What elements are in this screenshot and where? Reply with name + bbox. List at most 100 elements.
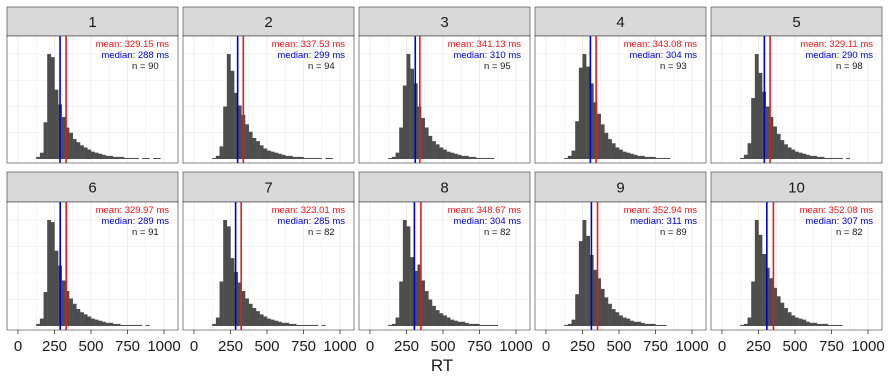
histogram-bar — [424, 291, 429, 326]
histogram-bar — [648, 156, 653, 159]
facet-strip — [358, 6, 531, 37]
panel-border — [182, 35, 355, 164]
x-tick-label: 750 — [819, 338, 844, 355]
panel-border — [710, 35, 883, 164]
x-tick-label: 250 — [218, 338, 243, 355]
histogram-bar — [633, 321, 638, 326]
histogram-bar — [619, 149, 623, 159]
plot-background — [359, 36, 530, 163]
median-annotation: median: 290 ms — [805, 50, 873, 61]
histogram-bar — [61, 280, 66, 326]
x-axis: 0 250 500 750 1000 — [366, 330, 533, 355]
histogram-bar — [443, 149, 447, 159]
histogram-bar — [564, 324, 569, 326]
histogram-bar — [483, 157, 487, 159]
histogram-bar — [773, 126, 777, 159]
histogram-bar — [662, 324, 667, 326]
histogram-bar — [578, 241, 583, 326]
histogram-bar — [83, 314, 88, 326]
facet-strip — [6, 6, 179, 37]
histogram-bar — [399, 281, 404, 326]
histogram-bar — [248, 131, 253, 159]
x-tick-label: 250 — [746, 338, 771, 355]
histogram-bar — [758, 234, 763, 326]
gridlines — [183, 202, 354, 330]
histogram-bar — [72, 303, 77, 326]
n-annotation: n = 93 — [660, 61, 687, 72]
histogram-bar — [274, 320, 279, 326]
histogram-bar — [91, 318, 95, 326]
facet-strip — [182, 6, 355, 37]
histogram-bar — [831, 324, 836, 326]
histogram-bar — [87, 149, 92, 159]
histogram-bar — [597, 278, 601, 326]
histogram-bar — [816, 156, 821, 159]
histogram-bar — [120, 156, 125, 159]
n-annotation: n = 82 — [836, 227, 863, 238]
histogram-bar — [329, 157, 333, 159]
x-tick-label: 1000 — [323, 338, 356, 355]
histogram-bar — [831, 157, 836, 159]
histogram-bar — [215, 155, 220, 159]
histogram-bar — [241, 291, 246, 326]
histogram-bar — [212, 157, 217, 159]
histogram-bar — [50, 222, 55, 326]
x-tick-label: 500 — [782, 338, 807, 355]
histogram-bar — [600, 288, 605, 326]
histogram-bar — [219, 281, 224, 326]
mean-annotation: mean: 343.08 ms — [624, 39, 698, 50]
histogram-bar — [740, 157, 745, 159]
histogram-bar — [395, 317, 400, 326]
histogram-bar — [410, 257, 414, 326]
median-annotation: median: 310 ms — [453, 50, 521, 61]
histogram-bar — [611, 309, 616, 326]
histogram-bar — [659, 324, 663, 326]
histogram-bar — [91, 151, 95, 159]
histogram-bars — [388, 220, 498, 326]
histogram-bar — [153, 157, 157, 159]
histogram-bar — [648, 323, 653, 326]
panel-border — [534, 35, 707, 164]
facet-strip-label: 6 — [88, 180, 96, 197]
histogram-bar — [802, 319, 807, 326]
histogram-bar — [142, 157, 146, 159]
panel-border — [182, 201, 355, 331]
histogram-bar — [234, 92, 238, 159]
histogram-bar — [47, 54, 52, 159]
histogram-bar — [751, 281, 756, 326]
histogram-bar — [446, 151, 451, 159]
histogram-bar — [494, 324, 498, 326]
histogram-bar — [226, 226, 231, 326]
gridlines — [535, 202, 706, 330]
plot-background — [183, 36, 354, 163]
histogram-bar — [435, 310, 440, 326]
histogram-bar — [47, 220, 52, 326]
histogram-bar — [655, 324, 660, 326]
histogram-bar — [769, 117, 774, 159]
histogram-bar — [237, 282, 242, 326]
histogram-bar — [256, 311, 260, 326]
histogram-bar — [622, 151, 627, 159]
x-tick-label: 500 — [78, 338, 103, 355]
n-annotation: n = 91 — [132, 227, 159, 238]
histogram-bar — [490, 157, 495, 159]
histogram-bar — [303, 324, 308, 326]
histogram-bar — [586, 235, 590, 326]
histogram-bar — [54, 250, 59, 326]
histogram-bar — [109, 322, 114, 326]
mean-annotation: mean: 329.15 ms — [96, 39, 170, 50]
x-axis: 0 250 500 750 1000 — [718, 330, 885, 355]
histogram-bar — [762, 253, 766, 326]
plot-background — [535, 36, 706, 163]
histogram-bar — [805, 154, 810, 159]
histogram-bar — [281, 322, 286, 326]
histogram-bar — [80, 312, 84, 326]
histogram-bar — [391, 323, 396, 326]
histogram-bar — [629, 153, 634, 159]
histogram-bar — [813, 155, 818, 159]
histogram-bar — [406, 54, 411, 159]
plot-background — [535, 202, 706, 330]
histogram-bar — [824, 323, 829, 326]
mean-annotation: mean: 337.53 ms — [272, 39, 346, 50]
